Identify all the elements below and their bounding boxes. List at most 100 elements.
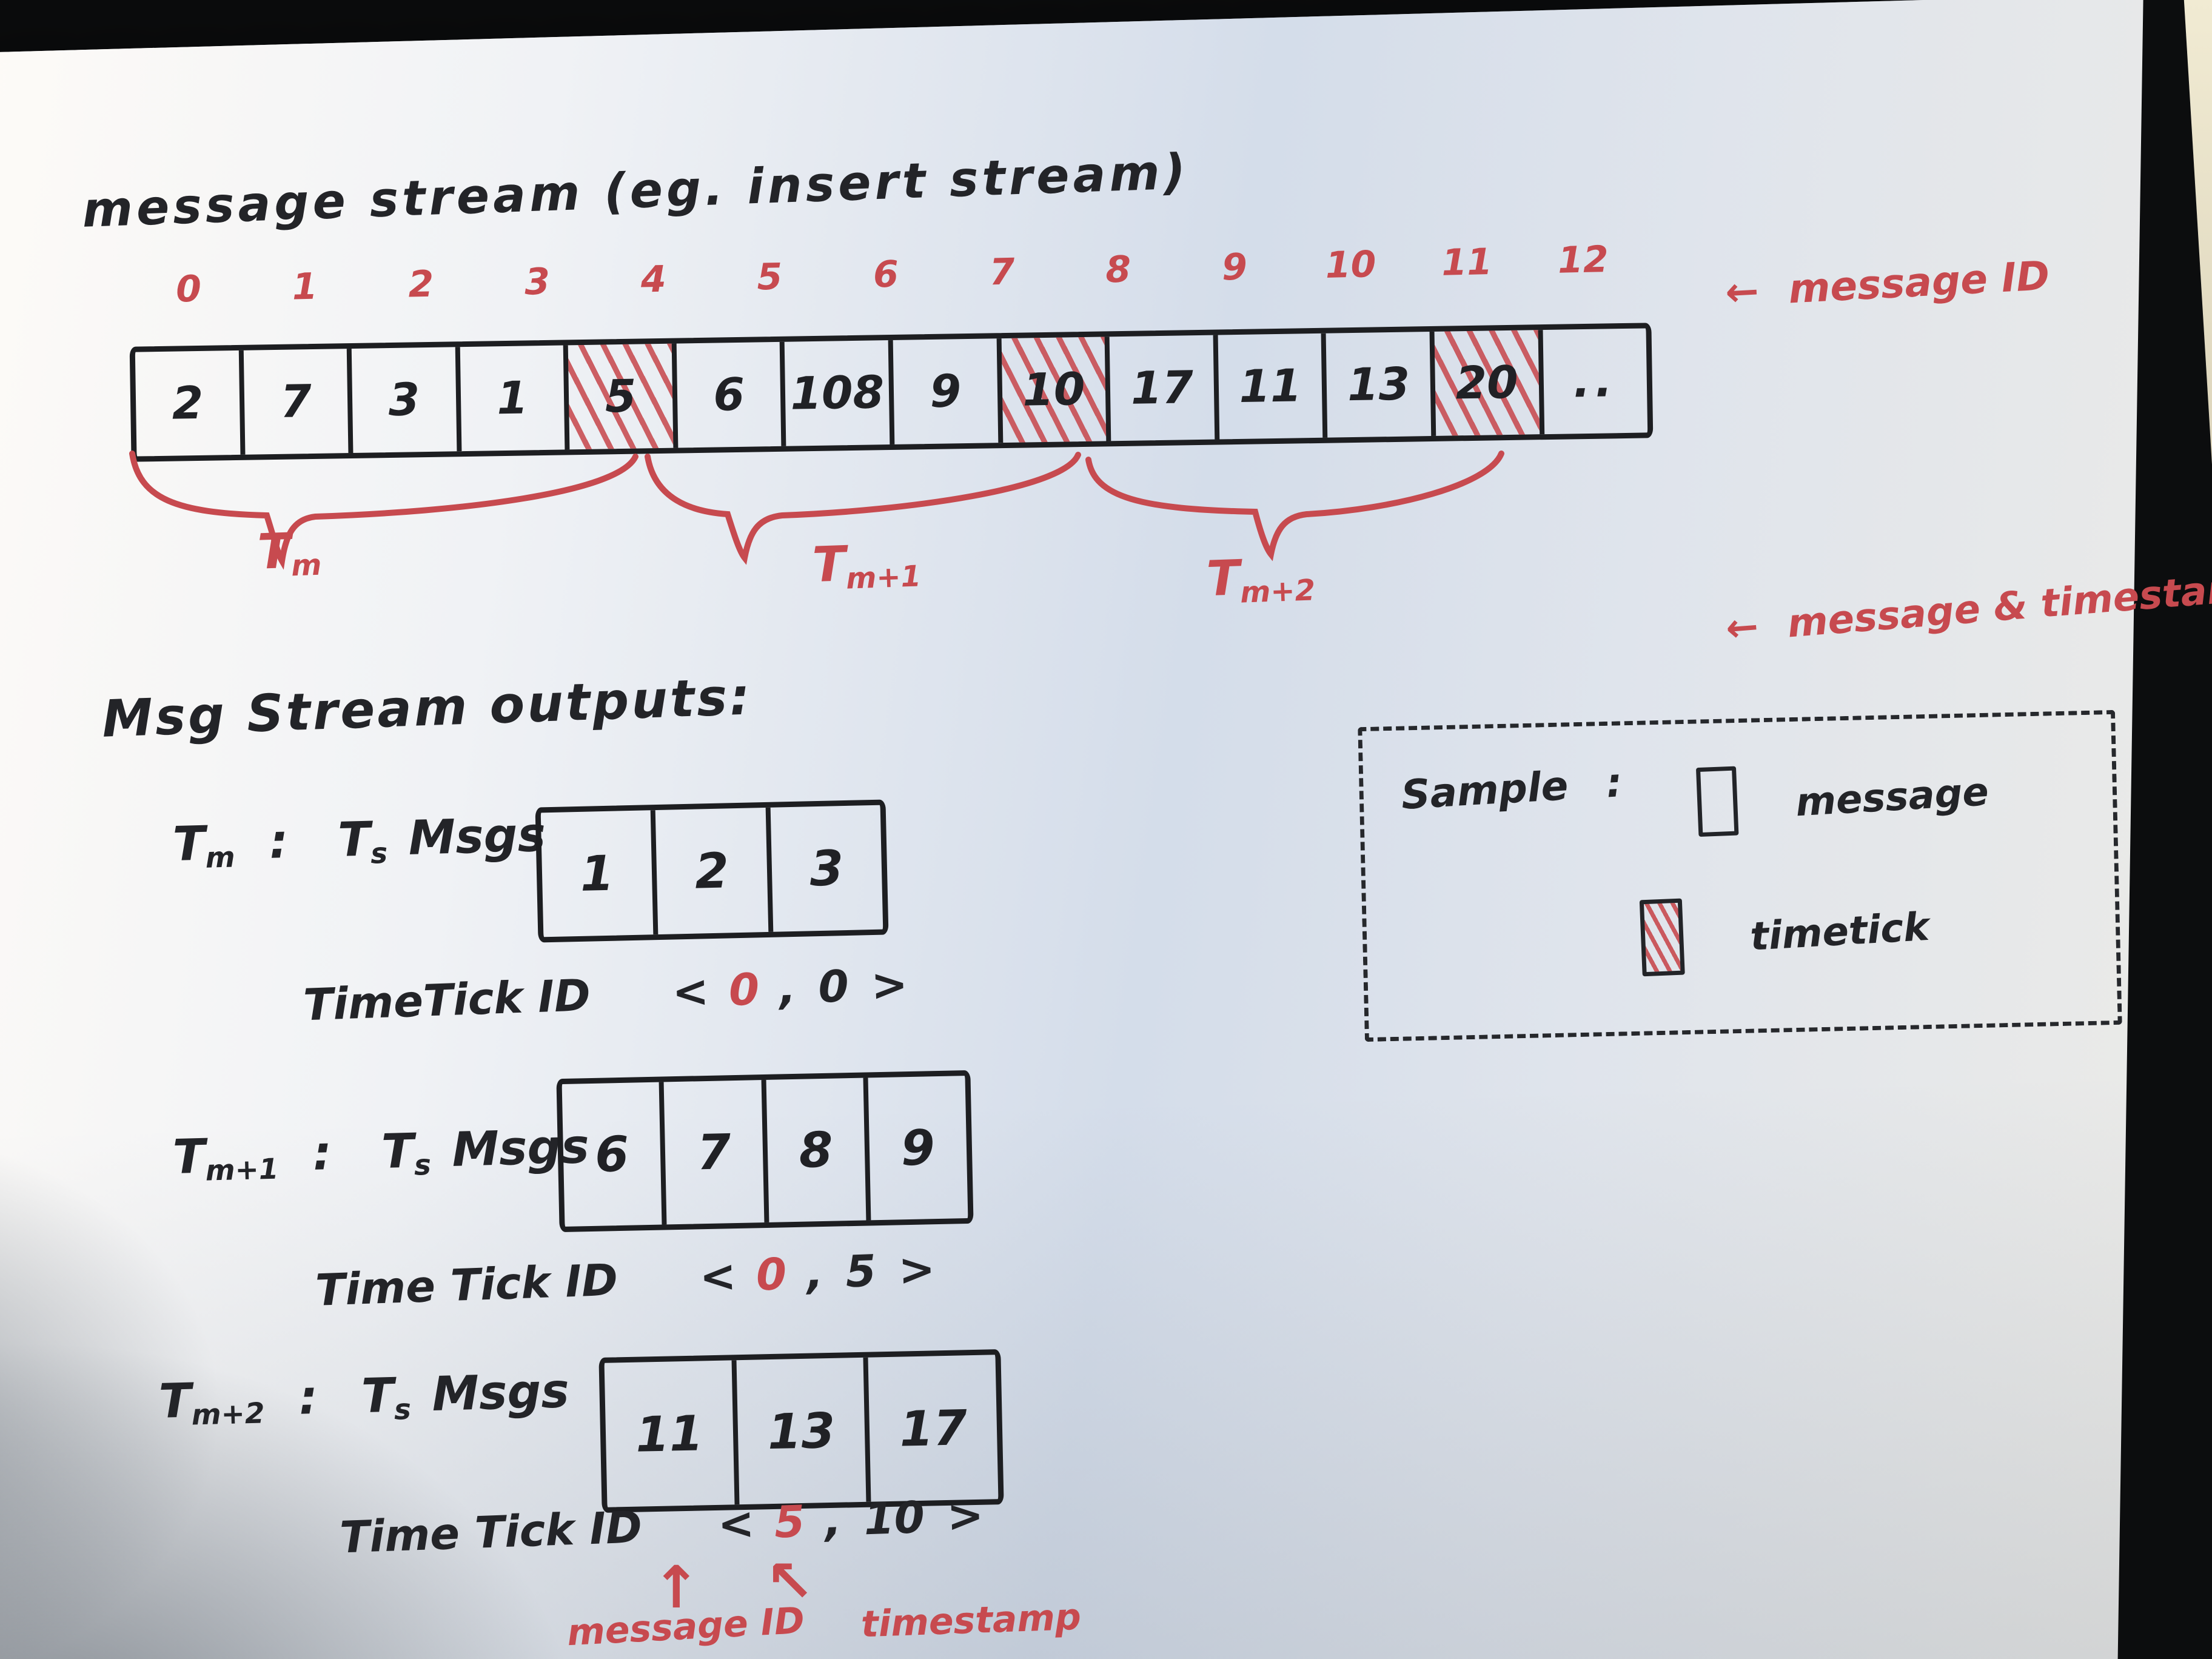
stream-cell-message: 9 [888, 338, 998, 445]
colon: : [312, 1126, 333, 1181]
stream-cell-message: 6 [671, 341, 782, 448]
window-label-base: T [172, 1129, 206, 1185]
colon: : [268, 814, 289, 870]
message-swatch-icon [1695, 766, 1739, 837]
stream-index: 5 [756, 255, 783, 299]
window-label-sub: m+1 [845, 559, 922, 596]
output-tm1-label: Tm+1 : Ts Msgs [172, 1119, 590, 1188]
diagonal-arrow-icon: ↖ [765, 1547, 814, 1615]
msgs-text: Msgs [407, 807, 547, 866]
comma: , [778, 962, 797, 1014]
stream-index: 7 [989, 250, 1016, 294]
stream-index: 12 [1557, 238, 1609, 282]
stream-cell-message: 17 [1104, 335, 1215, 441]
output-cell: 1 [579, 845, 615, 902]
window-label-base: T [811, 535, 847, 594]
angle-close: > [897, 1243, 936, 1296]
stream-index: 11 [1441, 241, 1493, 284]
stream-cell-timetick: 10 [996, 337, 1107, 443]
msgs-text: Msgs [431, 1364, 570, 1423]
ts-base: T [361, 1368, 395, 1424]
legend-box: Sample : message timetick [1358, 709, 2122, 1042]
output-cell: 13 [731, 1357, 866, 1505]
window-label-sub: m+2 [1239, 573, 1316, 610]
output-tm-label: Tm : Ts Msgs [172, 808, 546, 876]
legend-title: Sample : [1400, 759, 1624, 819]
stream-index: 10 [1325, 243, 1377, 287]
legend-item-message: message [1794, 769, 1990, 826]
output-cell: 7 [659, 1080, 764, 1225]
output-cell: 6 [594, 1125, 629, 1183]
window-label-sub: m+1 [205, 1153, 280, 1188]
output-tm-boxes: 1 2 3 [535, 799, 889, 943]
stream-index: 0 [175, 267, 202, 311]
window-label-base: T [1205, 549, 1241, 608]
left-arrow-icon: ← [1724, 604, 1760, 652]
window-label-base: T [158, 1373, 192, 1429]
tick-message-id-value: 5 [773, 1495, 806, 1548]
stream-cell-message: 3 [346, 347, 457, 454]
window-braces [129, 451, 1504, 570]
timetick-id-label: Time Tick ID [314, 1254, 619, 1316]
output-tm1-boxes: 6 7 8 9 [556, 1070, 974, 1233]
colon: : [1604, 759, 1624, 807]
stream-cell-ellipsis: .. [1538, 328, 1648, 435]
window-label-tm2: Tm+2 [1205, 547, 1316, 611]
stream-index: 3 [524, 260, 551, 304]
brace-tm1 [645, 452, 1081, 565]
angle-open: < [699, 1250, 737, 1302]
window-label-base: T [256, 522, 292, 580]
angle-close: > [946, 1489, 985, 1542]
ts-base: T [337, 812, 371, 868]
legend-title-text: Sample [1399, 762, 1570, 819]
stream-cell-message: 7 [238, 349, 349, 455]
stream-index: 2 [407, 263, 434, 306]
angle-open: < [717, 1497, 756, 1550]
stream-cell-message: 108 [780, 340, 890, 446]
tick-message-id-value: 0 [755, 1248, 788, 1301]
stream-cell-timetick: 20 [1429, 330, 1540, 437]
window-label-base: T [172, 816, 206, 873]
tick-message-id-value: 0 [728, 964, 760, 1016]
tick-timestamp-value: 5 [845, 1245, 877, 1298]
ts-msgs-label: Ts Msgs [361, 1364, 570, 1427]
window-label-tm1: Tm+1 [811, 533, 922, 597]
stream-index: 8 [1105, 248, 1131, 292]
ts-msgs-label: Ts Msgs [337, 807, 547, 871]
stream-cell-message: 1 [455, 345, 565, 452]
ts-sub: s [394, 1393, 412, 1427]
angle-open: < [671, 965, 710, 1018]
colon: : [298, 1370, 319, 1426]
stream-cell-message: 2 [172, 377, 204, 430]
window-label-sub: m [290, 548, 323, 583]
angle-close: > [870, 958, 909, 1011]
window-label-sub: m+2 [191, 1397, 266, 1432]
window-label-tm: Tm [256, 521, 322, 584]
output-cell: 9 [863, 1076, 968, 1221]
ts-sub: s [414, 1148, 432, 1182]
timetick-swatch-icon [1639, 898, 1685, 977]
comma: , [823, 1494, 843, 1546]
ts-base: T [381, 1124, 415, 1179]
stream-index: 1 [292, 265, 318, 309]
window-label-sub: m [205, 841, 236, 875]
pointer-label-timestamp: timestamp [860, 1595, 1082, 1646]
stream-cell-message: 11 [1213, 333, 1323, 440]
legend-item-timetick: timetick [1749, 904, 1931, 960]
output-tm2-boxes: 11 13 17 [598, 1349, 1004, 1513]
output-cell: 3 [765, 805, 883, 932]
stream-cell-message: 13 [1321, 332, 1432, 438]
timetick-id-label: Time Tick ID [338, 1501, 643, 1563]
brace-tm2 [1085, 451, 1504, 561]
output-cell: 11 [635, 1404, 704, 1463]
output-cell: 17 [863, 1355, 999, 1502]
stream-index: 6 [873, 253, 899, 297]
stream-cell-timetick: 5 [563, 343, 674, 450]
comma: , [805, 1247, 825, 1299]
left-arrow-icon: ← [1724, 267, 1760, 316]
stream-index: 4 [640, 258, 667, 301]
tick-timestamp-value: 10 [863, 1491, 926, 1545]
stream-index: 9 [1221, 246, 1248, 289]
output-tm2-label: Tm+2 : Ts Msgs [158, 1364, 570, 1433]
